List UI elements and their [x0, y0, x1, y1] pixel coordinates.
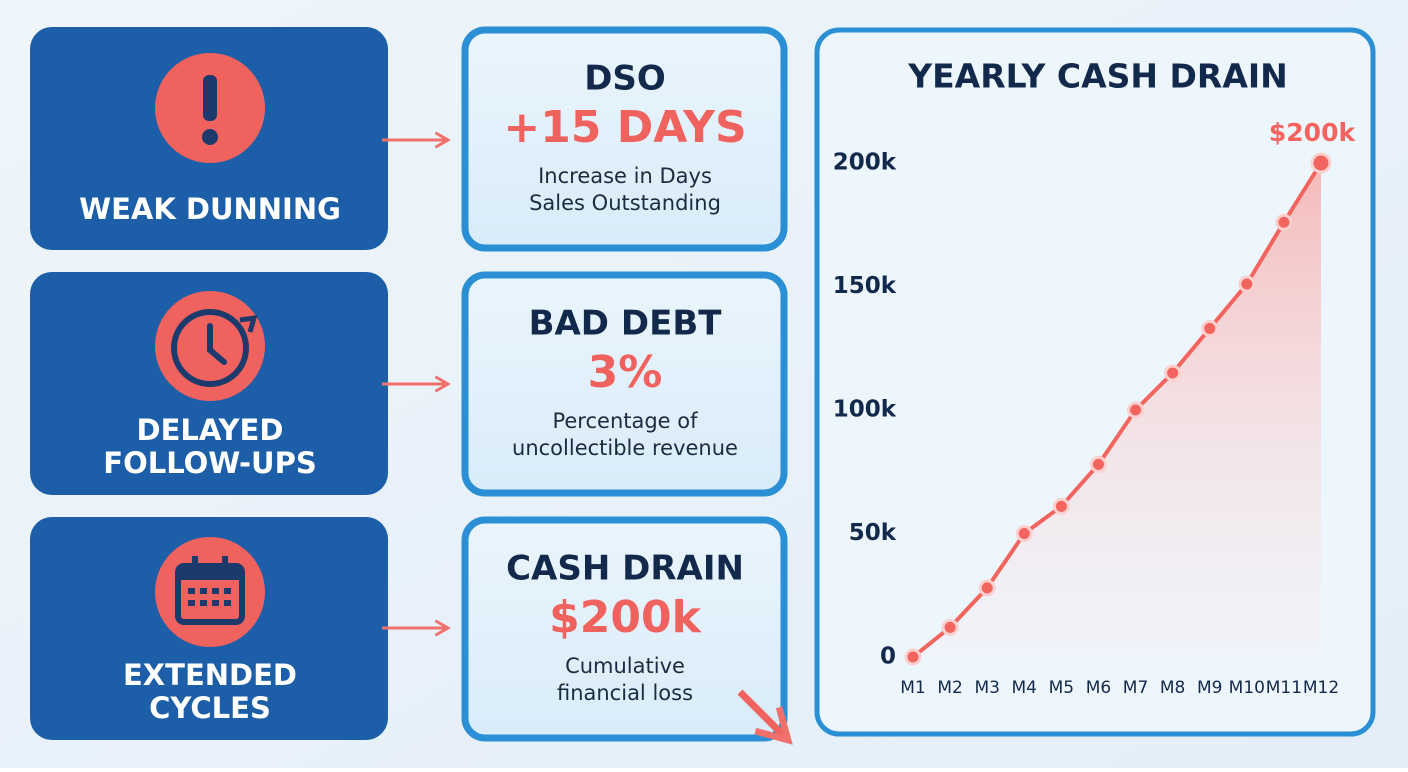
- cause-label: CYCLES: [149, 691, 271, 725]
- x-tick-label: M4: [1012, 678, 1037, 698]
- x-tick-label: M9: [1197, 678, 1222, 698]
- metric-card: [461, 26, 788, 252]
- point: [1164, 364, 1182, 382]
- x-tick-label: M5: [1049, 678, 1074, 698]
- point: [1127, 401, 1145, 419]
- point: [1089, 455, 1107, 473]
- x-tick-label: M1: [900, 678, 925, 698]
- x-tick-label: M2: [937, 678, 962, 698]
- point: [941, 618, 959, 636]
- point: [1015, 525, 1033, 542]
- metric-value: $200k: [549, 592, 702, 643]
- cause-label: FOLLOW-UPS: [103, 446, 316, 480]
- alert-icon: [155, 53, 265, 163]
- x-tick-label: M6: [1086, 678, 1111, 698]
- metric-title: CASH DRAIN: [506, 549, 744, 589]
- metric-description: Cumulative: [565, 654, 685, 678]
- y-tick-label: 50k: [849, 520, 897, 546]
- calendar-icon: [155, 537, 265, 647]
- cause-label: DELAYED: [137, 413, 284, 447]
- metric-title: BAD DEBT: [529, 304, 723, 344]
- point: [1201, 319, 1219, 337]
- point: [1310, 152, 1332, 174]
- y-tick-label: 200k: [833, 150, 897, 176]
- point: [978, 579, 996, 597]
- area: [913, 163, 1321, 657]
- point: [1275, 213, 1293, 231]
- metric-description: Percentage of: [552, 409, 698, 433]
- metric-card: [461, 271, 788, 497]
- point: [904, 648, 922, 666]
- x-tick-label: M3: [974, 678, 999, 698]
- metric-description: uncollectible revenue: [512, 436, 738, 460]
- decor: [155, 53, 793, 745]
- y-tick-label: 0: [880, 644, 896, 670]
- y-tick-label: 150k: [833, 273, 897, 299]
- line: [911, 161, 1323, 659]
- metric-title: DSO: [584, 59, 666, 99]
- cause-label: EXTENDED: [123, 658, 297, 692]
- metric-card: [461, 516, 788, 742]
- value-label: $200k: [1269, 118, 1357, 147]
- x-tick-label: M8: [1160, 678, 1185, 698]
- x-tick-label: M7: [1123, 678, 1148, 698]
- point: [1052, 497, 1070, 515]
- x-tick-label: M10: [1229, 678, 1265, 698]
- x-tick-label: M12: [1303, 678, 1339, 698]
- metric-value: +15 DAYS: [503, 102, 746, 153]
- y-tick-label: 100k: [833, 397, 897, 423]
- cause-label: WEAK DUNNING: [79, 192, 341, 226]
- trend-arrow: [737, 689, 793, 745]
- chart-title: YEARLY CASH DRAIN: [907, 57, 1288, 96]
- metric-description: Sales Outstanding: [529, 191, 721, 215]
- metric-value: 3%: [588, 347, 663, 398]
- metric-description: Increase in Days: [538, 164, 712, 188]
- metric-description: financial loss: [557, 681, 693, 705]
- x-tick-label: M11: [1266, 678, 1302, 698]
- clock-icon: [155, 291, 265, 401]
- point: [1238, 275, 1256, 293]
